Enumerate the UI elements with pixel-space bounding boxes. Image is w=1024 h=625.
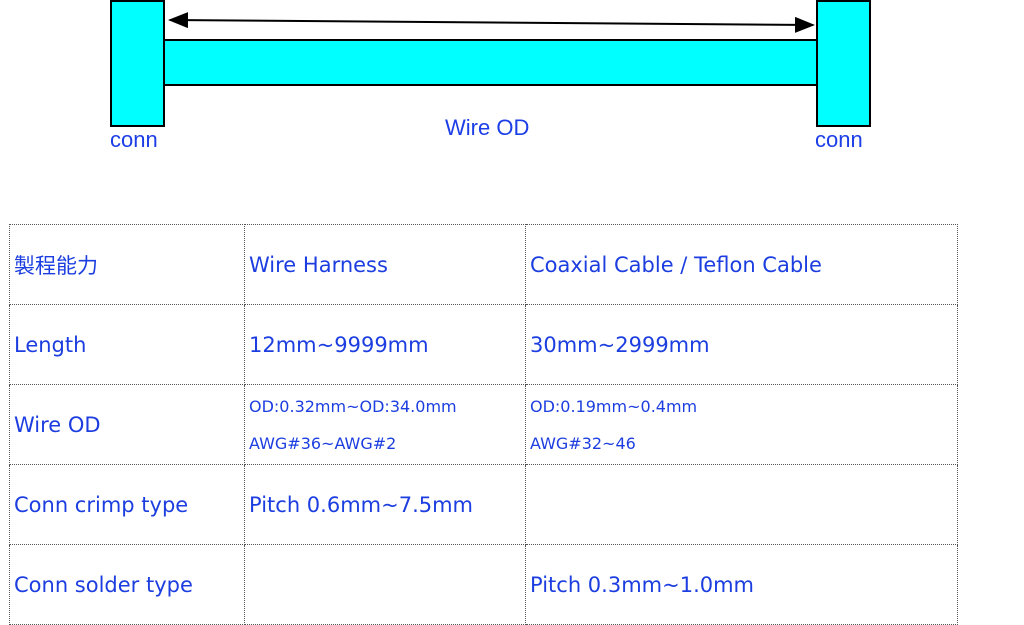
cell-line: AWG#32~46 bbox=[530, 433, 636, 453]
left-conn-label: conn bbox=[110, 127, 158, 152]
header-cell: Wire Harness bbox=[244, 224, 526, 305]
wire bbox=[163, 39, 818, 86]
length-arrow bbox=[168, 12, 815, 33]
right-connector bbox=[816, 0, 871, 127]
table-header-row: 製程能力 Wire Harness Coaxial Cable / Teflon… bbox=[9, 224, 958, 305]
coaxial-cell: 30mm~2999mm bbox=[525, 304, 958, 385]
harness-cell bbox=[244, 544, 526, 625]
coaxial-cell: Pitch 0.3mm~1.0mm bbox=[525, 544, 958, 625]
row-label: Length bbox=[9, 304, 245, 385]
cell-line: OD:0.19mm~0.4mm bbox=[530, 396, 698, 416]
row-label: Conn crimp type bbox=[9, 464, 245, 545]
table-row: Length 12mm~9999mm 30mm~2999mm bbox=[9, 304, 958, 385]
header-cell: 製程能力 bbox=[9, 224, 245, 305]
harness-cell: OD:0.32mm~OD:34.0mm AWG#36~AWG#2 bbox=[244, 384, 526, 465]
harness-cell: 12mm~9999mm bbox=[244, 304, 526, 385]
wire-od-label: Wire OD bbox=[445, 115, 530, 140]
table-row: Conn solder type Pitch 0.3mm~1.0mm bbox=[9, 544, 958, 625]
row-label: Conn solder type bbox=[9, 544, 245, 625]
harness-cell: Pitch 0.6mm~7.5mm bbox=[244, 464, 526, 545]
cable-drawing bbox=[110, 0, 871, 127]
cell-line: OD:0.32mm~OD:34.0mm bbox=[249, 396, 457, 416]
left-connector bbox=[110, 0, 165, 127]
cell-line: AWG#36~AWG#2 bbox=[249, 433, 397, 453]
right-conn-label: conn bbox=[815, 127, 863, 152]
coaxial-cell bbox=[525, 464, 958, 545]
coaxial-cell: OD:0.19mm~0.4mm AWG#32~46 bbox=[525, 384, 958, 465]
row-label: Wire OD bbox=[9, 384, 245, 465]
table-row: Wire OD OD:0.32mm~OD:34.0mm AWG#36~AWG#2 … bbox=[9, 384, 958, 465]
table-row: Conn crimp type Pitch 0.6mm~7.5mm bbox=[9, 464, 958, 545]
capability-table: 製程能力 Wire Harness Coaxial Cable / Teflon… bbox=[9, 224, 958, 625]
header-cell: Coaxial Cable / Teflon Cable bbox=[525, 224, 958, 305]
cable-diagram: conn Wire OD conn bbox=[0, 0, 1024, 170]
